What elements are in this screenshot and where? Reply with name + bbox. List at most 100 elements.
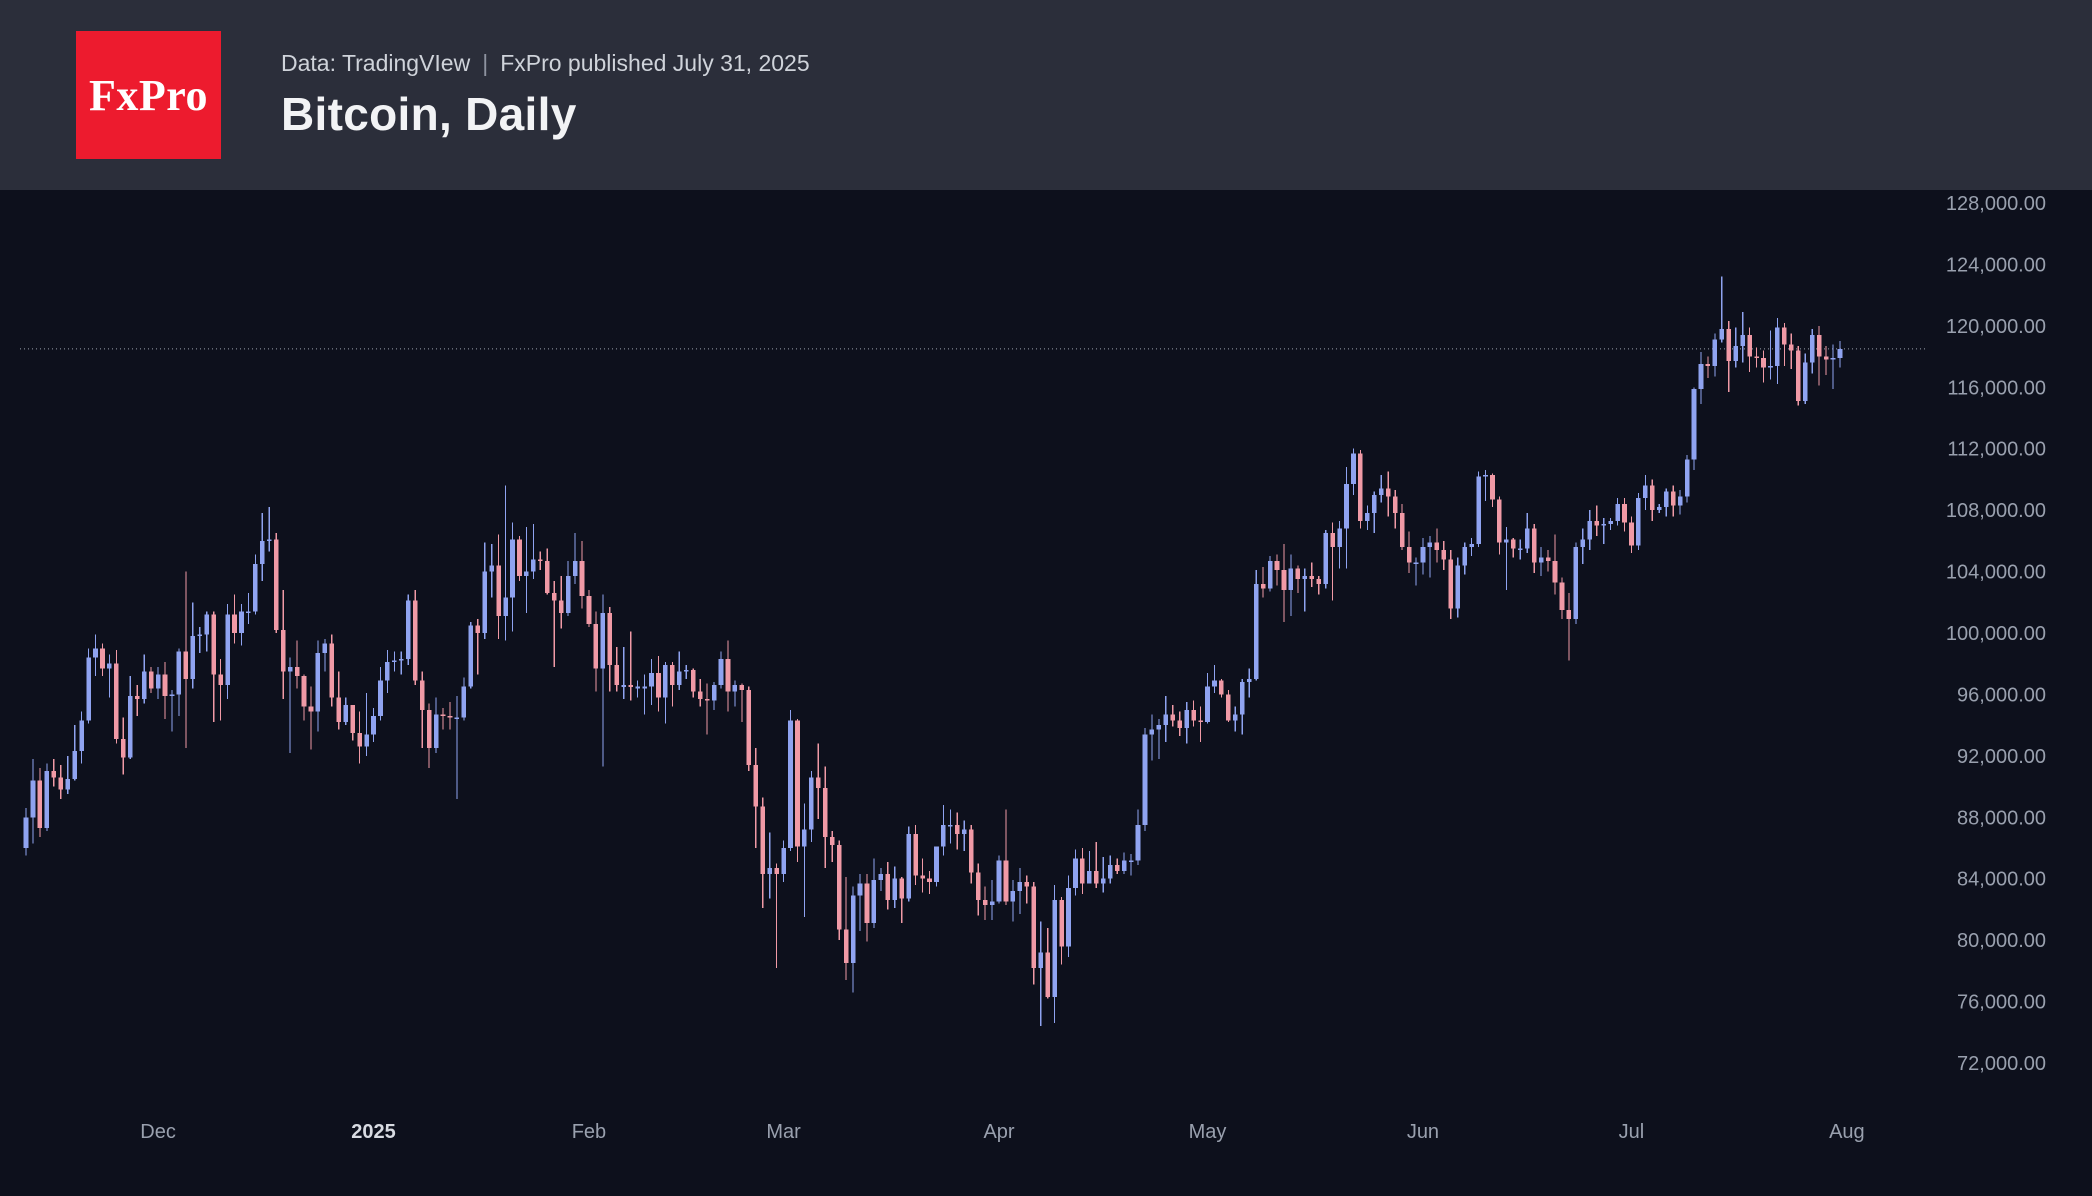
candle-body-up bbox=[1768, 365, 1773, 368]
candle-body-down bbox=[1316, 579, 1321, 584]
candle-body-up bbox=[1052, 900, 1057, 997]
candle-body-up bbox=[79, 720, 84, 752]
x-axis-tick-label: Aug bbox=[1829, 1121, 1865, 1143]
candle-body-down bbox=[975, 872, 981, 901]
candle-body-down bbox=[1531, 528, 1537, 563]
candle-body-up bbox=[1149, 729, 1155, 735]
candle-body-down bbox=[58, 777, 64, 790]
candle-body-up bbox=[1205, 686, 1210, 723]
candle-body-up bbox=[1010, 890, 1016, 902]
candle-body-up bbox=[1476, 476, 1481, 544]
candle-body-down bbox=[558, 600, 564, 614]
x-axis-tick-label: Feb bbox=[572, 1121, 606, 1143]
candle-body-down bbox=[753, 765, 759, 807]
candle-body-down bbox=[1552, 560, 1558, 583]
candle-body-up bbox=[1677, 496, 1683, 506]
candle-body-down bbox=[1358, 453, 1363, 521]
candle-body-up bbox=[961, 829, 967, 835]
candle-body-up bbox=[482, 571, 487, 633]
y-axis-tick-label: 96,000.00 bbox=[1957, 684, 2046, 706]
candle-body-up bbox=[266, 539, 272, 541]
candle-body-down bbox=[412, 600, 418, 681]
candle-body-up bbox=[204, 614, 209, 635]
candle-body-down bbox=[1511, 539, 1516, 549]
candle-body-down bbox=[1754, 356, 1759, 359]
candle-body-up bbox=[190, 636, 196, 680]
x-axis: Dec 2025 Feb Mar Apr May Jun Jul Aug bbox=[140, 1121, 1864, 1143]
candle-body-down bbox=[704, 699, 710, 701]
candle-body-up bbox=[371, 715, 376, 735]
candle-body-down bbox=[440, 714, 446, 716]
candle-body-up bbox=[93, 648, 98, 658]
candle-body-up bbox=[65, 778, 70, 790]
candle-body-up bbox=[86, 657, 91, 721]
candle-body-up bbox=[405, 600, 411, 660]
page-title: Bitcoin, Daily bbox=[281, 87, 577, 140]
candle-body-down bbox=[232, 614, 237, 633]
data-source-text: Data: TradingVIew bbox=[281, 49, 471, 76]
candle-body-down bbox=[760, 806, 765, 875]
candle-body-down bbox=[1406, 546, 1412, 563]
candle-body-down bbox=[301, 675, 307, 707]
candle-body-up bbox=[225, 614, 230, 686]
candle-body-up bbox=[1246, 679, 1252, 683]
candle-body-down bbox=[670, 665, 675, 686]
candle-body-down bbox=[447, 715, 453, 718]
candle-body-down bbox=[1045, 952, 1050, 997]
candle-body-down bbox=[218, 674, 223, 686]
candle-body-up bbox=[802, 829, 807, 847]
candle-body-down bbox=[1177, 720, 1182, 729]
y-axis-tick-label: 108,000.00 bbox=[1946, 500, 2046, 522]
candle-body-down bbox=[475, 625, 481, 633]
candle-body-down bbox=[211, 614, 216, 675]
candle-body-up bbox=[176, 651, 182, 695]
candle-body-up bbox=[892, 878, 898, 901]
y-axis-tick-label: 76,000.00 bbox=[1957, 992, 2046, 1014]
x-axis-tick-label: Mar bbox=[766, 1121, 801, 1143]
candle-body-up bbox=[1323, 533, 1328, 584]
candle-body-down bbox=[1219, 680, 1224, 695]
candle-body-up bbox=[1733, 345, 1738, 362]
candle-body-up bbox=[1267, 560, 1273, 589]
candle-body-down bbox=[496, 565, 501, 617]
y-axis-tick-label: 92,000.00 bbox=[1957, 746, 2046, 768]
candle-body-down bbox=[1789, 344, 1794, 351]
candle-body-down bbox=[1260, 583, 1266, 589]
candle-body-up bbox=[1344, 484, 1349, 529]
candle-body-up bbox=[1073, 858, 1078, 888]
candle-body-down bbox=[656, 672, 661, 698]
candle-body-up bbox=[489, 565, 494, 572]
candle-body-up bbox=[1691, 388, 1697, 460]
candle-body-down bbox=[920, 875, 925, 879]
candle-body-up bbox=[934, 846, 939, 882]
candle-body-up bbox=[572, 560, 578, 577]
candle-body-down bbox=[1281, 570, 1287, 590]
candle-body-down bbox=[829, 837, 835, 845]
candle-body-down bbox=[308, 706, 314, 712]
candle-body-up bbox=[1837, 348, 1843, 359]
candle-body-down bbox=[1497, 499, 1502, 543]
candle-body-up bbox=[1017, 881, 1023, 891]
candle-body-up bbox=[1712, 339, 1718, 366]
candle-body-up bbox=[399, 659, 404, 661]
candle-body-up bbox=[1351, 453, 1356, 485]
candle-body-up bbox=[510, 539, 515, 598]
candle-body-up bbox=[906, 834, 911, 899]
candle-body-down bbox=[544, 560, 550, 594]
candle-body-down bbox=[1114, 864, 1120, 872]
candle-body-up bbox=[732, 685, 738, 692]
candle-body-up bbox=[1239, 682, 1245, 715]
fxpro-logo: FxPro bbox=[76, 31, 221, 159]
candle-body-down bbox=[350, 705, 355, 733]
y-axis-tick-label: 100,000.00 bbox=[1946, 623, 2046, 645]
candle-body-up bbox=[1184, 709, 1189, 729]
candle-body-up bbox=[1504, 539, 1509, 543]
candle-body-up bbox=[44, 771, 50, 829]
candle-body-up bbox=[531, 559, 536, 572]
candle-body-down bbox=[774, 867, 779, 875]
y-axis-tick-label: 112,000.00 bbox=[1947, 439, 2046, 461]
candle-body-down bbox=[1566, 609, 1572, 620]
candle-body-up bbox=[454, 717, 460, 720]
candle-body-up bbox=[253, 563, 258, 612]
